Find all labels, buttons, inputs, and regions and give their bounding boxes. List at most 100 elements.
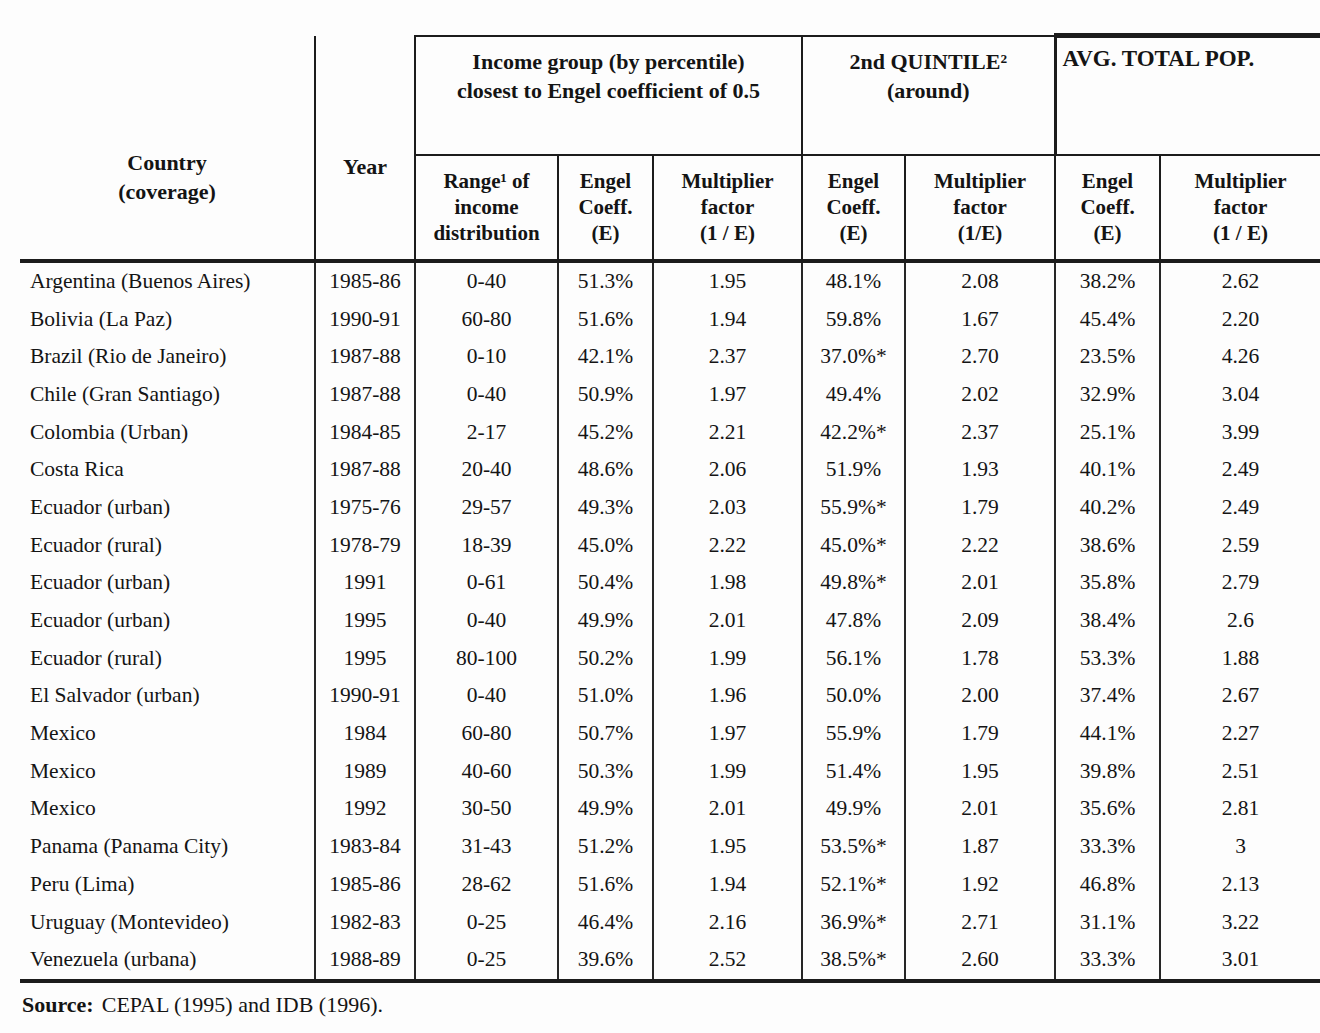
cell-mult3: 3.01	[1160, 941, 1320, 981]
cell-engel3: 32.9%	[1055, 376, 1160, 414]
document-page: Country (coverage) Year Income group (by…	[0, 0, 1320, 1033]
cell-engel1: 51.3%	[558, 261, 653, 301]
cell-country: Ecuador (urban)	[20, 564, 315, 602]
table-body: Argentina (Buenos Aires)1985-860-4051.3%…	[20, 261, 1320, 981]
cell-mult2: 2.09	[905, 602, 1055, 640]
cell-engel1: 49.9%	[558, 602, 653, 640]
cell-mult3: 2.20	[1160, 300, 1320, 338]
engel-coefficient-table: Country (coverage) Year Income group (by…	[20, 33, 1320, 983]
cell-engel3: 53.3%	[1055, 639, 1160, 677]
cell-engel1: 49.9%	[558, 790, 653, 828]
table-row: Mexico199230-5049.9%2.0149.9%2.0135.6%2.…	[20, 790, 1320, 828]
table-row: Ecuador (rural)1978-7918-3945.0%2.2245.0…	[20, 526, 1320, 564]
cell-engel3: 25.1%	[1055, 413, 1160, 451]
header-multiplier-3: Multiplier factor (1 / E)	[1160, 155, 1320, 261]
cell-engel2: 37.0%*	[802, 338, 905, 376]
source-note: Source:CEPAL (1995) and IDB (1996).	[22, 992, 1320, 1018]
cell-engel3: 38.4%	[1055, 602, 1160, 640]
cell-mult2: 2.08	[905, 261, 1055, 301]
cell-year: 1988-89	[315, 941, 415, 981]
cell-engel3: 40.2%	[1055, 489, 1160, 527]
cell-mult3: 2.59	[1160, 526, 1320, 564]
cell-range: 0-25	[415, 903, 558, 941]
cell-range: 18-39	[415, 526, 558, 564]
cell-engel2: 52.1%*	[802, 866, 905, 904]
table-row: El Salvador (urban)1990-910-4051.0%1.965…	[20, 677, 1320, 715]
cell-country: Ecuador (urban)	[20, 489, 315, 527]
cell-range: 0-40	[415, 677, 558, 715]
table-row: Ecuador (urban)19910-6150.4%1.9849.8%*2.…	[20, 564, 1320, 602]
cell-country: Peru (Lima)	[20, 866, 315, 904]
cell-engel2: 47.8%	[802, 602, 905, 640]
cell-year: 1985-86	[315, 261, 415, 301]
table-row: Chile (Gran Santiago)1987-880-4050.9%1.9…	[20, 376, 1320, 414]
table-row: Mexico198940-6050.3%1.9951.4%1.9539.8%2.…	[20, 752, 1320, 790]
cell-engel1: 51.0%	[558, 677, 653, 715]
cell-engel2: 51.9%	[802, 451, 905, 489]
table-row: Bolivia (La Paz)1990-9160-8051.6%1.9459.…	[20, 300, 1320, 338]
source-text: CEPAL (1995) and IDB (1996).	[102, 992, 383, 1017]
cell-mult1: 2.37	[653, 338, 802, 376]
cell-range: 2-17	[415, 413, 558, 451]
cell-mult3: 2.62	[1160, 261, 1320, 301]
cell-engel1: 42.1%	[558, 338, 653, 376]
cell-range: 31-43	[415, 828, 558, 866]
cell-engel1: 48.6%	[558, 451, 653, 489]
cell-engel3: 37.4%	[1055, 677, 1160, 715]
header-engel-coeff-3: Engel Coeff. (E)	[1055, 155, 1160, 261]
cell-engel1: 50.9%	[558, 376, 653, 414]
cell-mult2: 1.79	[905, 489, 1055, 527]
cell-mult3: 2.49	[1160, 451, 1320, 489]
cell-engel3: 33.3%	[1055, 828, 1160, 866]
cell-engel2: 53.5%*	[802, 828, 905, 866]
cell-mult2: 2.22	[905, 526, 1055, 564]
cell-mult2: 2.60	[905, 941, 1055, 981]
cell-mult2: 1.67	[905, 300, 1055, 338]
cell-engel2: 36.9%*	[802, 903, 905, 941]
cell-mult1: 2.22	[653, 526, 802, 564]
cell-mult1: 1.94	[653, 866, 802, 904]
cell-country: Ecuador (urban)	[20, 602, 315, 640]
cell-range: 30-50	[415, 790, 558, 828]
table-row: Brazil (Rio de Janeiro)1987-880-1042.1%2…	[20, 338, 1320, 376]
cell-range: 40-60	[415, 752, 558, 790]
cell-range: 0-40	[415, 602, 558, 640]
cell-country: Colombia (Urban)	[20, 413, 315, 451]
cell-year: 1984-85	[315, 413, 415, 451]
cell-range: 60-80	[415, 715, 558, 753]
cell-mult2: 1.93	[905, 451, 1055, 489]
cell-engel1: 49.3%	[558, 489, 653, 527]
cell-mult3: 2.79	[1160, 564, 1320, 602]
cell-engel3: 35.6%	[1055, 790, 1160, 828]
cell-mult1: 2.52	[653, 941, 802, 981]
cell-engel3: 38.6%	[1055, 526, 1160, 564]
cell-mult1: 2.16	[653, 903, 802, 941]
cell-mult1: 1.95	[653, 261, 802, 301]
table-row: Costa Rica1987-8820-4048.6%2.0651.9%1.93…	[20, 451, 1320, 489]
cell-mult3: 4.26	[1160, 338, 1320, 376]
table-row: Ecuador (urban)19950-4049.9%2.0147.8%2.0…	[20, 602, 1320, 640]
cell-range: 28-62	[415, 866, 558, 904]
cell-country: Panama (Panama City)	[20, 828, 315, 866]
cell-mult3: 2.27	[1160, 715, 1320, 753]
cell-year: 1975-76	[315, 489, 415, 527]
cell-country: Mexico	[20, 790, 315, 828]
cell-mult3: 3.22	[1160, 903, 1320, 941]
cell-engel3: 44.1%	[1055, 715, 1160, 753]
cell-year: 1991	[315, 564, 415, 602]
cell-engel2: 49.9%	[802, 790, 905, 828]
cell-mult3: 3.99	[1160, 413, 1320, 451]
cell-year: 1995	[315, 639, 415, 677]
cell-country: Brazil (Rio de Janeiro)	[20, 338, 315, 376]
cell-year: 1984	[315, 715, 415, 753]
cell-engel2: 42.2%*	[802, 413, 905, 451]
cell-mult3: 3	[1160, 828, 1320, 866]
cell-mult1: 1.97	[653, 376, 802, 414]
table-row: Colombia (Urban)1984-852-1745.2%2.2142.2…	[20, 413, 1320, 451]
table-row: Mexico198460-8050.7%1.9755.9%1.7944.1%2.…	[20, 715, 1320, 753]
cell-mult1: 1.94	[653, 300, 802, 338]
cell-mult3: 2.6	[1160, 602, 1320, 640]
cell-engel1: 45.0%	[558, 526, 653, 564]
cell-country: Ecuador (rural)	[20, 639, 315, 677]
cell-range: 0-25	[415, 941, 558, 981]
